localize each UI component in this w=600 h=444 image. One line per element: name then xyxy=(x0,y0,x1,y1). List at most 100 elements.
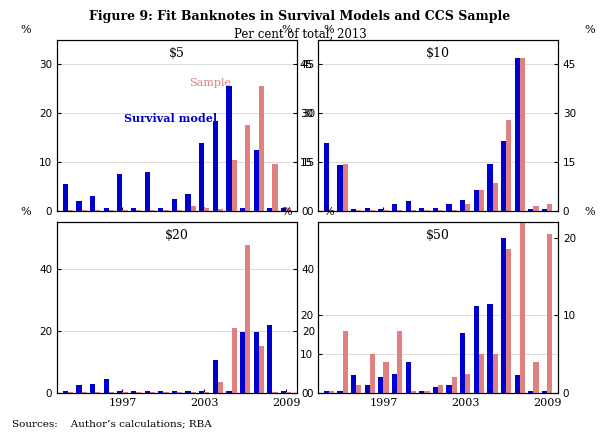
Bar xyxy=(172,392,177,393)
Bar xyxy=(267,209,272,211)
Bar xyxy=(356,210,361,211)
Bar xyxy=(397,331,402,393)
Bar xyxy=(351,376,356,393)
Bar xyxy=(329,391,334,393)
Bar xyxy=(452,377,457,393)
Bar xyxy=(272,164,278,211)
Bar xyxy=(281,392,286,393)
Bar xyxy=(547,204,552,211)
Bar xyxy=(520,82,525,393)
Bar xyxy=(506,249,511,393)
Bar xyxy=(501,238,506,393)
Bar xyxy=(356,385,361,393)
Bar xyxy=(172,199,177,211)
Bar xyxy=(185,194,191,211)
Bar xyxy=(122,210,128,211)
Bar xyxy=(438,385,443,393)
Bar xyxy=(177,392,182,393)
Bar xyxy=(90,384,95,393)
Bar xyxy=(465,204,470,211)
Text: Figure 9: Fit Banknotes in Survival Models and CCS Sample: Figure 9: Fit Banknotes in Survival Mode… xyxy=(89,10,511,23)
Bar xyxy=(90,196,95,211)
Bar xyxy=(343,331,348,393)
Bar xyxy=(493,183,498,211)
Bar xyxy=(370,210,375,211)
Text: Sample: Sample xyxy=(189,78,231,87)
Text: $50: $50 xyxy=(426,229,450,242)
Text: Per cent of total, 2013: Per cent of total, 2013 xyxy=(233,28,367,40)
Bar xyxy=(542,391,547,393)
Bar xyxy=(324,143,329,211)
Bar xyxy=(177,210,182,211)
Text: %: % xyxy=(281,25,292,35)
Bar xyxy=(378,209,383,211)
Text: Survival model: Survival model xyxy=(124,114,217,124)
Bar xyxy=(547,234,552,393)
Bar xyxy=(433,208,438,211)
Text: %: % xyxy=(281,207,292,217)
Bar xyxy=(419,208,424,211)
Bar xyxy=(122,392,128,393)
Bar xyxy=(337,165,343,211)
Bar xyxy=(446,204,452,211)
Bar xyxy=(76,385,82,393)
Bar xyxy=(109,210,114,211)
Bar xyxy=(131,392,136,393)
Bar xyxy=(226,392,232,393)
Bar xyxy=(460,333,465,393)
Bar xyxy=(150,210,155,211)
Bar xyxy=(329,210,334,211)
Bar xyxy=(191,392,196,393)
Bar xyxy=(487,304,493,393)
Bar xyxy=(136,210,141,211)
Bar xyxy=(281,209,286,211)
Bar xyxy=(424,210,430,211)
Bar xyxy=(232,328,237,393)
Bar xyxy=(424,391,430,393)
Bar xyxy=(145,172,150,211)
Bar xyxy=(267,325,272,393)
Bar xyxy=(286,392,291,393)
Bar xyxy=(199,143,204,211)
Text: $20: $20 xyxy=(165,229,189,242)
Bar xyxy=(515,58,520,211)
Bar xyxy=(240,332,245,393)
Text: Sources:    Author’s calculations; RBA: Sources: Author’s calculations; RBA xyxy=(12,420,212,428)
Bar xyxy=(272,392,278,393)
Bar xyxy=(501,141,506,211)
Bar xyxy=(158,209,163,211)
Bar xyxy=(493,354,498,393)
Bar xyxy=(351,209,356,211)
Bar xyxy=(446,385,452,393)
Bar xyxy=(68,392,73,393)
Bar xyxy=(370,354,375,393)
Text: %: % xyxy=(584,207,595,217)
Bar xyxy=(63,392,68,393)
Bar xyxy=(158,392,163,393)
Bar xyxy=(515,376,520,393)
Bar xyxy=(213,361,218,393)
Bar xyxy=(82,392,87,393)
Bar xyxy=(136,392,141,393)
Bar xyxy=(474,305,479,393)
Bar xyxy=(343,164,348,211)
Bar xyxy=(109,392,114,393)
Bar xyxy=(411,210,416,211)
Bar xyxy=(479,190,484,211)
Bar xyxy=(378,377,383,393)
Bar xyxy=(104,209,109,211)
Bar xyxy=(63,184,68,211)
Bar xyxy=(82,210,87,211)
Bar xyxy=(392,204,397,211)
Bar xyxy=(533,206,539,211)
Bar xyxy=(218,209,223,211)
Bar xyxy=(259,86,264,211)
Bar xyxy=(337,391,343,393)
Bar xyxy=(245,245,250,393)
Bar xyxy=(259,346,264,393)
Bar xyxy=(245,125,250,211)
Text: %: % xyxy=(584,25,595,35)
Bar xyxy=(232,160,237,211)
Bar xyxy=(218,382,223,393)
Bar xyxy=(438,210,443,211)
